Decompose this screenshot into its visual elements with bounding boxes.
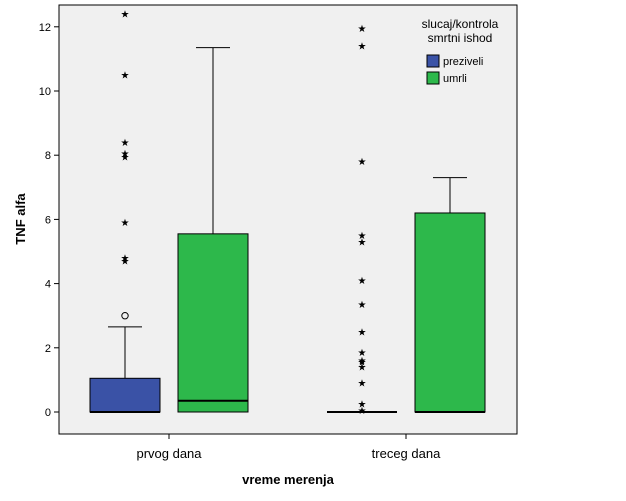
y-tick-label: 10: [39, 86, 51, 98]
outlier-star: ★: [358, 363, 367, 374]
box-preziveli-1: ★★★★★★★★★★★★★★★: [327, 24, 397, 417]
x-axis-title: vreme merenja: [242, 472, 335, 487]
outlier-star: ★: [358, 327, 367, 338]
outlier-circle: [121, 312, 129, 320]
y-tick-label: 6: [45, 214, 51, 226]
legend-swatch: [426, 54, 440, 68]
y-tick-label: 8: [45, 150, 51, 162]
outlier-star: ★: [121, 218, 130, 229]
outlier-star: ★: [358, 379, 367, 390]
outlier-star: ★: [358, 356, 367, 367]
box-body: [414, 212, 486, 413]
box-preziveli-0: ★★★★★★★★: [89, 9, 161, 413]
legend-title-line: slucaj/kontrola: [422, 17, 499, 31]
outlier-star: ★: [358, 237, 367, 248]
outlier-star: ★: [358, 276, 367, 287]
outlier-star: ★: [358, 231, 367, 242]
legend-label: umrli: [443, 73, 467, 85]
box-umrli-0: [177, 47, 249, 413]
outlier-star: ★: [121, 257, 130, 268]
box-umrli-1: [414, 177, 486, 413]
outlier-star: ★: [121, 152, 130, 163]
y-axis-title: TNF alfa: [13, 193, 28, 245]
outlier-star: ★: [358, 348, 367, 359]
y-tick-label: 2: [45, 343, 51, 355]
box-body: [177, 233, 249, 413]
legend-label: preziveli: [443, 56, 483, 68]
outlier-star: ★: [358, 406, 367, 417]
y-axis: 0 2 4 6 8 10 12: [39, 22, 59, 419]
legend-swatch: [426, 71, 440, 85]
box-group: ★★★★★★★★★★★★★★★★★★★★★★★: [89, 9, 486, 417]
x-tick-label: treceg dana: [372, 446, 441, 461]
outlier-star: ★: [358, 399, 367, 410]
y-tick-label: 12: [39, 22, 51, 34]
outlier-star: ★: [121, 253, 130, 264]
outlier-star: ★: [121, 149, 130, 160]
y-tick-label: 4: [45, 279, 51, 291]
outlier-star: ★: [121, 70, 130, 81]
box-body: [89, 377, 161, 413]
outlier-star: ★: [358, 358, 367, 369]
outlier-star: ★: [358, 157, 367, 168]
x-tick-label: prvog dana: [136, 446, 202, 461]
outlier-star: ★: [121, 138, 130, 149]
outlier-star: ★: [358, 42, 367, 53]
outlier-star: ★: [358, 300, 367, 311]
outlier-star: ★: [121, 9, 130, 20]
y-tick-label: 0: [45, 407, 51, 419]
outlier-star: ★: [358, 24, 367, 35]
legend-title-line: smrtni ishod: [428, 31, 493, 45]
x-axis: prvog dana treceg dana: [136, 434, 441, 461]
